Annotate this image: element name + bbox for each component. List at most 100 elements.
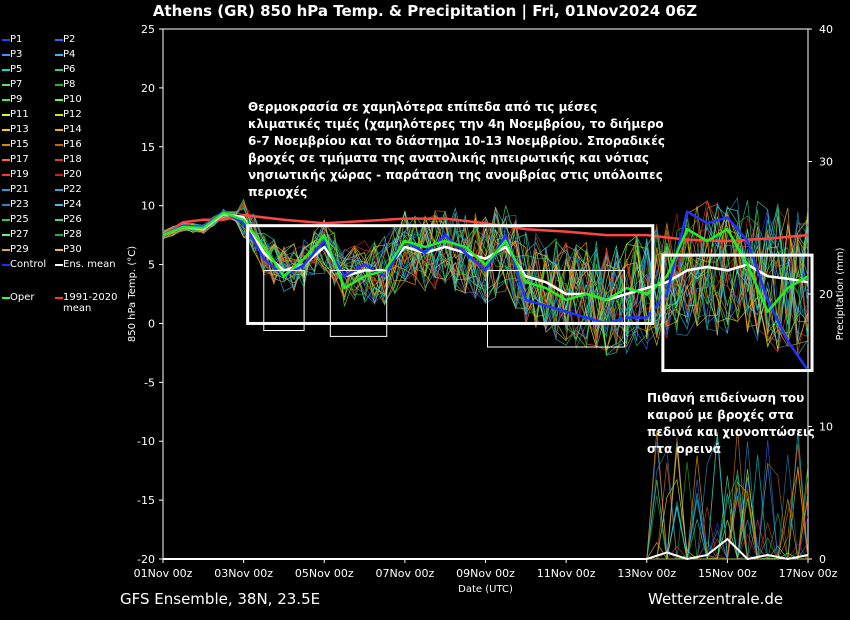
legend-swatch [2,204,10,206]
legend-label: 1991-2020 mean [63,292,118,314]
chart-legend: P1 P2 P3 P4 P5 P6 P7 P8 P9 P10 P11 P12 P13 P14 P15 P16 P… [0,0,135,330]
legend-swatch [2,39,10,41]
legend-swatch [55,39,63,41]
legend-swatch [55,69,63,71]
legend-swatch [55,189,63,191]
y2-tick-label: 0 [819,553,826,566]
y-axis-label: 850 hPa Temp. (°C) [127,246,138,342]
legend-label: P4 [63,49,76,60]
legend-label: P26 [63,214,82,225]
legend-label: P27 [10,229,29,240]
legend-swatch [2,219,10,221]
legend-swatch [55,204,63,206]
member-line [162,204,809,338]
legend-label: Ens. mean [63,259,116,270]
y-tick-label: 15 [141,141,155,154]
legend-label: P17 [10,154,29,165]
member-line [162,200,809,356]
forecast-note-temperature: Θερμοκρασία σε χαμηλότερα επίπεδα από τι… [248,100,665,199]
legend-label: P23 [10,199,29,210]
y-tick-label: 20 [141,82,155,95]
legend-label: P30 [63,244,82,255]
legend-swatch [55,264,63,266]
x-tick-label: 15Nov 00z [698,567,757,580]
member-precip-line [163,443,809,560]
series-line-control [162,210,810,372]
series-line-oper [162,211,809,313]
legend-label: P13 [10,124,29,135]
x-tick-label: 09Nov 00z [456,567,515,580]
legend-swatch [55,99,63,101]
legend-label: P19 [10,169,29,180]
legend-label: P18 [63,154,82,165]
x-tick-label: 17Nov 00z [779,567,838,580]
legend-label: P5 [10,64,23,75]
chart-title: Athens (GR) 850 hPa Temp. & Precipitatio… [152,2,698,20]
legend-label: P2 [63,34,76,45]
legend-swatch [55,159,63,161]
member-line [162,207,809,350]
y-tick-label: -5 [144,376,155,389]
model-label: GFS Ensemble, 38N, 23.5E [120,590,321,608]
legend-label: P1 [10,34,23,45]
legend-label: P15 [10,139,29,150]
legend-swatch [55,249,63,251]
highlight-box-main [246,224,655,325]
legend-label: P10 [63,94,82,105]
y-tick-label: 0 [148,317,155,330]
legend-label: P21 [10,184,29,195]
legend-label: Oper [10,292,35,303]
legend-swatch [2,234,10,236]
legend-swatch [2,84,10,86]
y-tick-label: -10 [137,435,155,448]
legend-swatch [2,159,10,161]
y2-tick-label: 30 [819,156,833,169]
y-tick-label: -20 [137,553,155,566]
legend-swatch [55,297,63,299]
x-tick-label: 11Nov 00z [537,567,596,580]
legend-label: P24 [63,199,82,210]
highlight-box-04nov [263,269,305,332]
x-tick-label: 07Nov 00z [376,567,435,580]
legend-swatch [55,174,63,176]
legend-label: P29 [10,244,29,255]
legend-label: P22 [63,184,82,195]
legend-label: P12 [63,109,82,120]
legend-label: P7 [10,79,23,90]
legend-swatch [2,264,10,266]
legend-swatch [2,174,10,176]
legend-label: P14 [63,124,82,135]
highlight-box-06nov [329,269,388,337]
member-precip-line [163,441,808,560]
legend-label: Control [10,259,47,270]
legend-label: P20 [63,169,82,180]
y2-tick-label: 20 [819,288,833,301]
x-tick-label: 01Nov 00z [134,567,193,580]
legend-swatch [55,84,63,86]
x-tick-label: 05Nov 00z [295,567,354,580]
y2-tick-label: 40 [819,23,833,36]
legend-swatch [2,249,10,251]
legend-swatch [55,129,63,131]
forecast-note-precipitation: Πιθανή επιδείνωση του καιρού με βροχές σ… [647,391,815,456]
legend-swatch [55,234,63,236]
legend-label: P28 [63,229,82,240]
legend-label: P6 [63,64,76,75]
legend-swatch [55,219,63,221]
y-tick-label: 5 [148,259,155,272]
legend-swatch [2,129,10,131]
x-tick-label: 03Nov 00z [214,567,273,580]
x-tick-label: 13Nov 00z [617,567,676,580]
legend-label: P8 [63,79,76,90]
legend-label: P3 [10,49,23,60]
legend-label: P11 [10,109,29,120]
source-label: Wetterzentrale.de [648,590,784,608]
y-tick-label: -15 [137,494,155,507]
legend-label: P9 [10,94,23,105]
member-line [162,203,809,353]
series-line-1991-2020-mean [162,213,809,243]
legend-swatch [2,114,10,116]
highlight-box-late [661,253,814,373]
legend-swatch [2,69,10,71]
